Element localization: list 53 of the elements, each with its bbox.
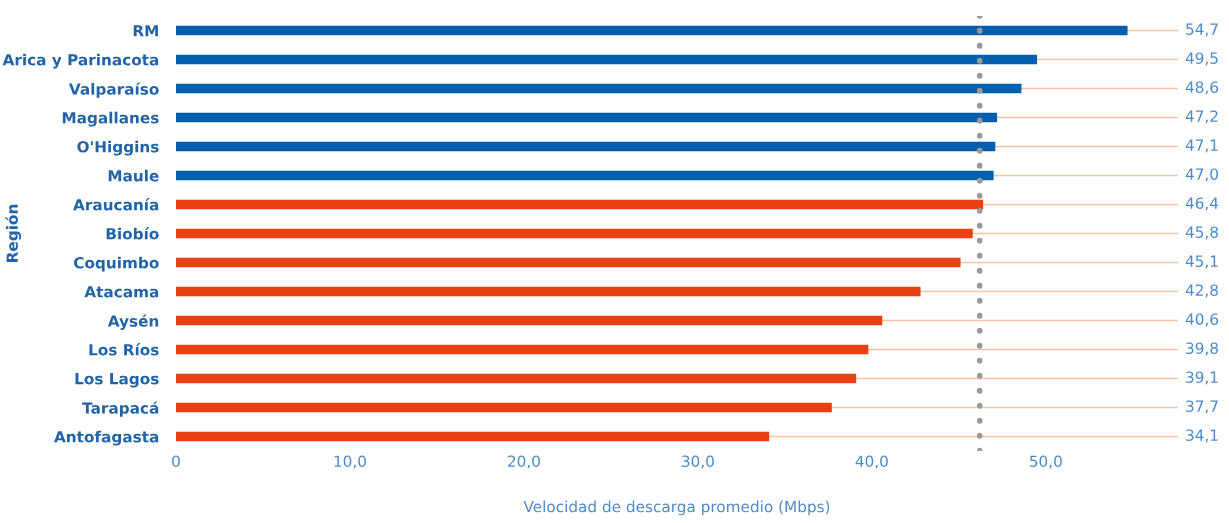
x-tick-label: 40,0 — [855, 455, 888, 469]
bar — [176, 344, 869, 355]
bar — [176, 402, 832, 413]
x-tick-label: 20,0 — [508, 455, 540, 469]
data-label: 47,1 — [1185, 139, 1218, 153]
y-tick-label: Aysén — [107, 314, 159, 330]
x-tick-label: 30,0 — [682, 455, 714, 469]
data-label: 47,2 — [1185, 110, 1218, 124]
x-tick-label: 50,0 — [1029, 455, 1062, 469]
bar — [176, 83, 1022, 94]
y-tick-label: RM — [133, 25, 158, 37]
bar — [176, 315, 883, 326]
bar — [176, 286, 921, 297]
y-tick-label: Araucanía — [73, 198, 159, 211]
bar — [176, 170, 994, 181]
y-axis-title: Región — [5, 204, 21, 262]
y-tick-label: O'Higgins — [77, 140, 159, 156]
y-tick-label: Magallanes — [62, 111, 159, 127]
y-tick-label: Biobío — [106, 227, 159, 240]
x-tick-label: 10,0 — [334, 455, 366, 469]
x-axis-title: Velocidad de descarga promedio (Mbps) — [523, 500, 830, 516]
data-label: 42,8 — [1185, 284, 1218, 298]
x-tick-label: 0 — [172, 455, 180, 467]
data-label: 47,0 — [1185, 168, 1218, 182]
y-tick-label: Maule — [108, 169, 159, 182]
data-label: 39,1 — [1186, 371, 1218, 385]
y-tick-label: Coquimbo — [73, 256, 159, 272]
y-tick-label: Tarapacá — [82, 401, 159, 417]
bar — [176, 141, 996, 152]
data-label: 45,8 — [1185, 226, 1218, 240]
data-label: 37,7 — [1186, 400, 1218, 414]
bar — [176, 228, 973, 239]
data-label: 40,6 — [1185, 313, 1219, 327]
y-tick-label: Atacama — [84, 286, 159, 298]
y-tick-label: Valparaíso — [68, 82, 159, 98]
y-tick-label: Los Ríos — [89, 343, 159, 356]
data-label: 54,7 — [1186, 23, 1218, 37]
y-tick-label: Antofagasta — [54, 430, 159, 446]
data-label: 34,1 — [1186, 429, 1218, 443]
data-label: 45,1 — [1185, 255, 1218, 269]
bar — [176, 54, 1038, 65]
bar — [176, 373, 857, 384]
data-label: 48,6 — [1185, 81, 1219, 95]
bar — [176, 199, 984, 210]
data-label: 46,4 — [1185, 197, 1219, 211]
bar — [176, 431, 770, 442]
bar — [176, 112, 998, 123]
y-tick-label: Arica y Parinacota — [2, 53, 159, 69]
bar — [176, 25, 1128, 36]
data-label: 49,5 — [1185, 52, 1218, 66]
data-label: 39,8 — [1186, 342, 1218, 356]
bar — [176, 257, 961, 268]
y-tick-label: Los Lagos — [75, 373, 159, 388]
